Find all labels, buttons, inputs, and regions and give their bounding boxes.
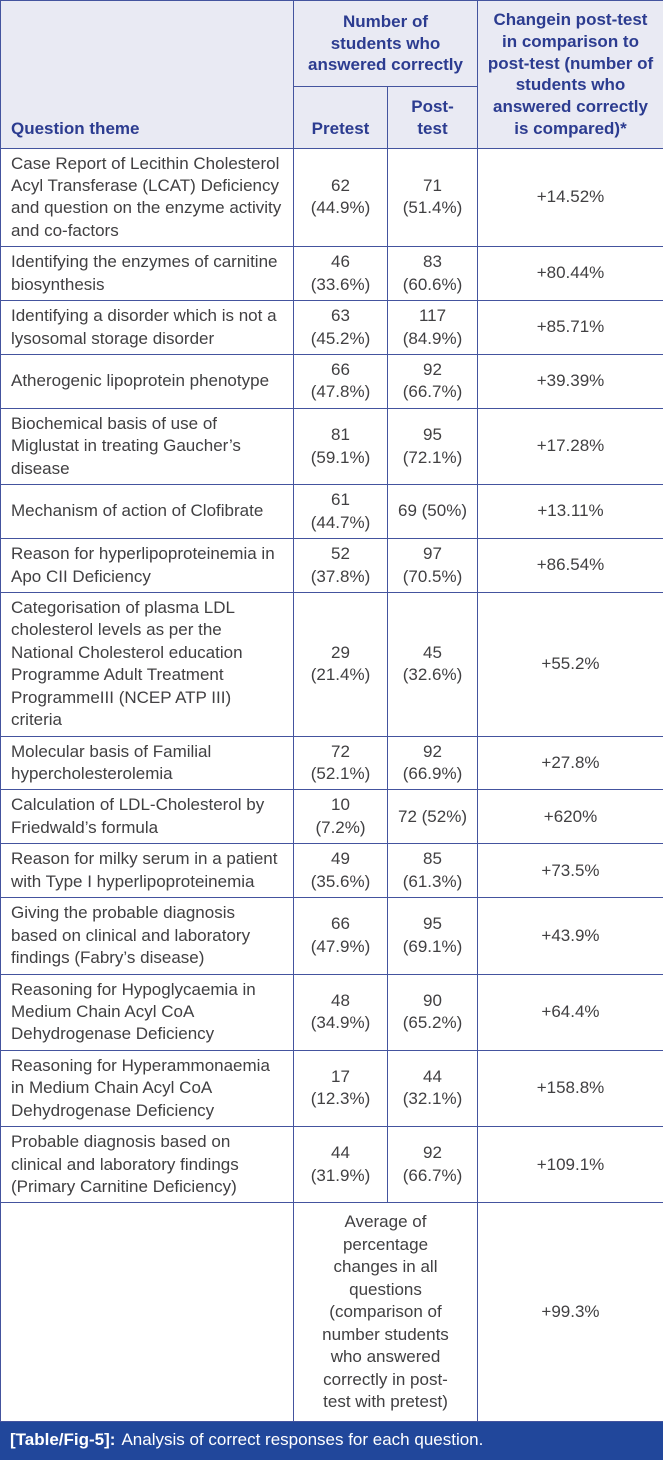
table-row: Giving the probable diagnosis based on c… (1, 898, 663, 974)
change-cell: +55.2% (478, 592, 663, 736)
pretest-cell: 10 (7.2%) (294, 790, 388, 844)
question-theme-cell: Reason for hyperlipoproteinemia in Apo C… (1, 539, 294, 593)
posttest-cell: 95 (69.1%) (388, 898, 478, 974)
table-row: Identifying a disorder which is not a ly… (1, 301, 663, 355)
posttest-cell: 44 (32.1%) (388, 1050, 478, 1126)
question-theme-cell: Identifying the enzymes of carnitine bio… (1, 247, 294, 301)
pretest-cell: 29 (21.4%) (294, 592, 388, 736)
question-theme-cell: Categorisation of plasma LDL cholesterol… (1, 592, 294, 736)
table-row: Molecular basis of Familial hypercholest… (1, 736, 663, 790)
posttest-cell: 83 (60.6%) (388, 247, 478, 301)
question-theme-cell: Calculation of LDL-Cholesterol by Friedw… (1, 790, 294, 844)
change-cell: +64.4% (478, 974, 663, 1050)
posttest-cell: 69 (50%) (388, 485, 478, 539)
posttest-cell: 72 (52%) (388, 790, 478, 844)
summary-average-value: +99.3% (478, 1203, 663, 1422)
table-row: Identifying the enzymes of carnitine bio… (1, 247, 663, 301)
table-row: Biochemical basis of use of Miglustat in… (1, 408, 663, 484)
table-caption-tag: [Table/Fig-5]: (10, 1430, 115, 1449)
posttest-cell: 92 (66.9%) (388, 736, 478, 790)
summary-row: Average of percentage changes in all que… (1, 1203, 663, 1422)
change-cell: +620% (478, 790, 663, 844)
question-theme-cell: Biochemical basis of use of Miglustat in… (1, 408, 294, 484)
change-cell: +86.54% (478, 539, 663, 593)
posttest-cell: 95 (72.1%) (388, 408, 478, 484)
pretest-cell: 48 (34.9%) (294, 974, 388, 1050)
column-header-question-theme: Question theme (1, 1, 294, 149)
summary-empty-cell (1, 1203, 294, 1422)
question-theme-cell: Probable diagnosis based on clinical and… (1, 1127, 294, 1203)
posttest-cell: 71 (51.4%) (388, 148, 478, 247)
table-row: Reason for milky serum in a patient with… (1, 844, 663, 898)
posttest-cell: 97 (70.5%) (388, 539, 478, 593)
table-header: Question theme Number of students who an… (1, 1, 663, 149)
question-theme-cell: Reasoning for Hyperammonaemia in Medium … (1, 1050, 294, 1126)
table-summary: Average of percentage changes in all que… (1, 1203, 663, 1422)
pretest-cell: 63 (45.2%) (294, 301, 388, 355)
question-theme-cell: Atherogenic lipoprotein phenotype (1, 355, 294, 409)
change-cell: +27.8% (478, 736, 663, 790)
column-header-change: Changein post-test in comparison to post… (478, 1, 663, 149)
posttest-cell: 90 (65.2%) (388, 974, 478, 1050)
pretest-cell: 61 (44.7%) (294, 485, 388, 539)
change-cell: +43.9% (478, 898, 663, 974)
pretest-cell: 66 (47.9%) (294, 898, 388, 974)
question-theme-cell: Molecular basis of Familial hypercholest… (1, 736, 294, 790)
change-cell: +13.11% (478, 485, 663, 539)
table-row: Calculation of LDL-Cholesterol by Friedw… (1, 790, 663, 844)
question-theme-cell: Reasoning for Hypoglycaemia in Medium Ch… (1, 974, 294, 1050)
table-row: Reasoning for Hypoglycaemia in Medium Ch… (1, 974, 663, 1050)
change-cell: +14.52% (478, 148, 663, 247)
pretest-cell: 66 (47.8%) (294, 355, 388, 409)
table-row: Reason for hyperlipoproteinemia in Apo C… (1, 539, 663, 593)
column-header-pretest: Pretest (294, 87, 388, 148)
posttest-cell: 85 (61.3%) (388, 844, 478, 898)
change-cell: +39.39% (478, 355, 663, 409)
change-cell: +85.71% (478, 301, 663, 355)
pretest-cell: 49 (35.6%) (294, 844, 388, 898)
pretest-cell: 62 (44.9%) (294, 148, 388, 247)
pretest-cell: 17 (12.3%) (294, 1050, 388, 1126)
pretest-cell: 52 (37.8%) (294, 539, 388, 593)
change-cell: +73.5% (478, 844, 663, 898)
posttest-cell: 45 (32.6%) (388, 592, 478, 736)
table-row: Categorisation of plasma LDL cholesterol… (1, 592, 663, 736)
header-row-group: Question theme Number of students who an… (1, 1, 663, 87)
change-cell: +80.44% (478, 247, 663, 301)
question-theme-cell: Case Report of Lecithin Cholesterol Acyl… (1, 148, 294, 247)
table-body: Case Report of Lecithin Cholesterol Acyl… (1, 148, 663, 1203)
column-header-posttest: Post-test (388, 87, 478, 148)
change-cell: +17.28% (478, 408, 663, 484)
pretest-cell: 44 (31.9%) (294, 1127, 388, 1203)
pretest-cell: 46 (33.6%) (294, 247, 388, 301)
question-theme-cell: Reason for milky serum in a patient with… (1, 844, 294, 898)
posttest-cell: 92 (66.7%) (388, 355, 478, 409)
change-cell: +109.1% (478, 1127, 663, 1203)
table-row: Case Report of Lecithin Cholesterol Acyl… (1, 148, 663, 247)
pretest-cell: 72 (52.1%) (294, 736, 388, 790)
summary-average-label: Average of percentage changes in all que… (294, 1203, 478, 1422)
question-theme-cell: Identifying a disorder which is not a ly… (1, 301, 294, 355)
change-cell: +158.8% (478, 1050, 663, 1126)
table-row: Probable diagnosis based on clinical and… (1, 1127, 663, 1203)
question-theme-cell: Giving the probable diagnosis based on c… (1, 898, 294, 974)
table-caption-text: Analysis of correct responses for each q… (121, 1430, 483, 1449)
results-table: Question theme Number of students who an… (0, 0, 663, 1422)
table-row: Reasoning for Hyperammonaemia in Medium … (1, 1050, 663, 1126)
pretest-cell: 81 (59.1%) (294, 408, 388, 484)
posttest-cell: 92 (66.7%) (388, 1127, 478, 1203)
column-header-group-number-of-students: Number of students who answered correctl… (294, 1, 478, 87)
question-theme-cell: Mechanism of action of Clofibrate (1, 485, 294, 539)
table-caption: [Table/Fig-5]: Analysis of correct respon… (0, 1422, 663, 1459)
posttest-cell: 117 (84.9%) (388, 301, 478, 355)
